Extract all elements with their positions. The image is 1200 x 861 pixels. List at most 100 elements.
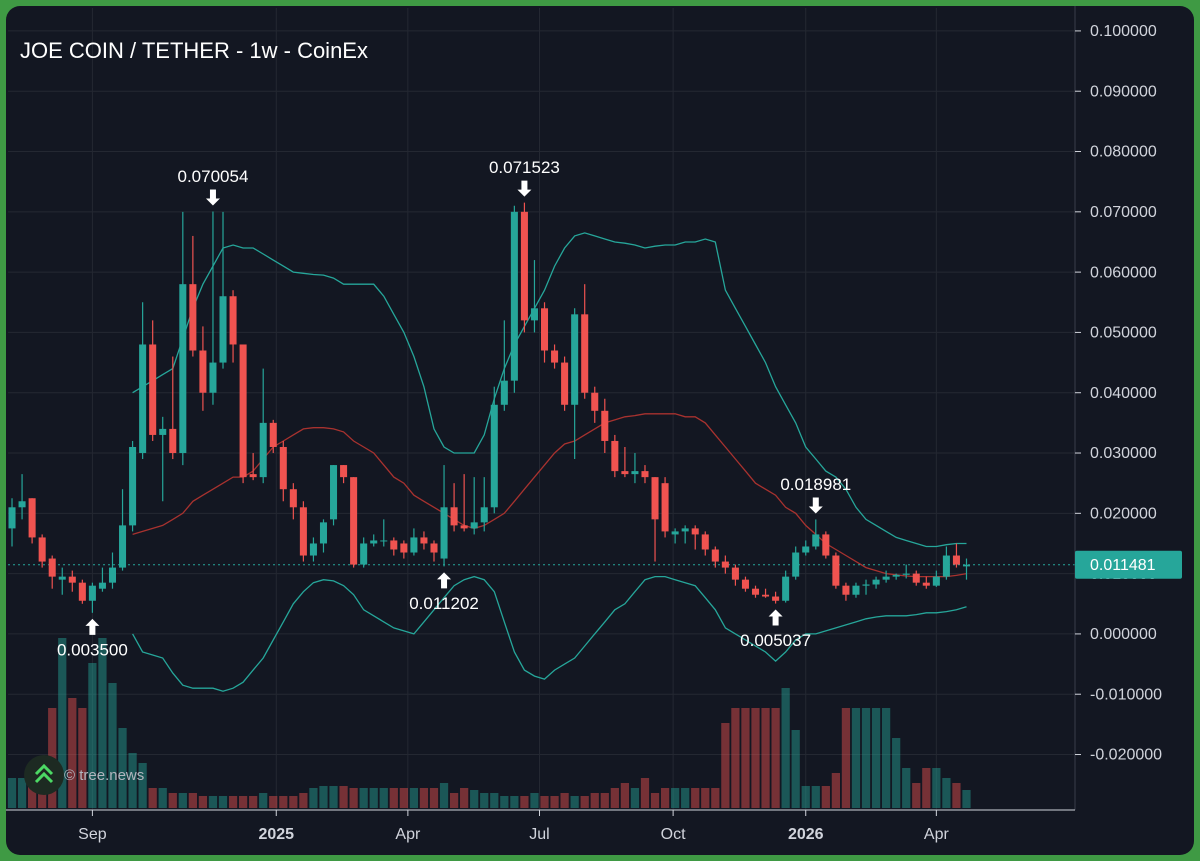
- volume-bar: [38, 788, 47, 808]
- candles: [8, 202, 971, 613]
- volume-bar: [108, 683, 117, 808]
- volume-bar: [540, 796, 549, 808]
- volume-bar: [892, 738, 901, 808]
- annotation-arrow: [85, 618, 100, 635]
- candle-body: [772, 596, 780, 601]
- volume-bar: [650, 793, 660, 808]
- candle-body: [611, 440, 619, 472]
- candle-body: [661, 483, 669, 532]
- axes: 0.100000 0.090000 0.080000 0.070000 0.060000…: [78, 23, 1182, 843]
- chart-title: JOE COIN / TETHER - 1w - CoinEx: [20, 38, 368, 63]
- candle-body: [68, 576, 76, 583]
- volume-bar: [379, 788, 388, 808]
- y-tick-label: -0.010000: [1090, 686, 1162, 703]
- candle-body: [892, 574, 900, 577]
- volume-bar: [801, 786, 810, 808]
- volume-bar: [952, 783, 961, 808]
- volume-bar: [831, 773, 840, 808]
- volume-bar: [399, 788, 408, 808]
- candle-body: [561, 362, 569, 405]
- annotation-arrow: [808, 497, 823, 514]
- volume-bar: [721, 723, 730, 808]
- volume-bar: [359, 788, 368, 808]
- volume-bar: [349, 788, 358, 808]
- volume-bar: [68, 698, 77, 808]
- candle-body: [309, 543, 317, 556]
- volume-bar: [178, 793, 187, 808]
- candle-body: [551, 350, 559, 363]
- volume-bar: [329, 786, 338, 808]
- volume-bar: [841, 708, 851, 808]
- volume-bar: [480, 793, 489, 808]
- candle-body: [28, 498, 36, 538]
- volume-bar: [279, 796, 288, 808]
- candle-body: [129, 446, 137, 526]
- candle-body: [119, 525, 127, 568]
- volume-bar: [98, 638, 107, 808]
- volume-bar: [741, 708, 750, 808]
- volume-bar: [259, 793, 268, 808]
- volume-bar: [369, 788, 378, 808]
- volume-bar: [942, 778, 951, 808]
- volume-bar: [550, 796, 559, 808]
- y-tick-label: 0.020000: [1090, 506, 1157, 523]
- candle-body: [962, 564, 971, 567]
- candle-body: [239, 344, 247, 478]
- grid: [8, 8, 1075, 810]
- volume-bar: [439, 783, 449, 808]
- candle-body: [249, 474, 257, 478]
- candle-body: [731, 567, 739, 580]
- candle-body: [108, 567, 117, 583]
- annotation-label: 0.011202: [409, 594, 479, 613]
- annotation-arrow: [768, 609, 783, 626]
- volume-bar: [570, 796, 579, 808]
- candle-body: [581, 314, 589, 393]
- annotation-label: 0.071523: [489, 158, 560, 177]
- last-price-label: 0.011481: [1090, 557, 1156, 574]
- candle-body: [510, 211, 518, 381]
- candle-body: [430, 543, 438, 553]
- candle-body: [922, 582, 930, 586]
- candle-body: [38, 537, 46, 562]
- volume-bar: [590, 793, 599, 808]
- volume-bar: [500, 796, 509, 808]
- volume-bar: [148, 788, 157, 808]
- volume-bar: [198, 796, 208, 808]
- candle-body: [279, 446, 287, 490]
- volume-bar: [962, 790, 971, 808]
- volume-bar: [660, 788, 670, 808]
- volume-bar: [269, 796, 278, 808]
- volume-bar: [691, 788, 700, 808]
- candle-body: [209, 362, 217, 393]
- candle-body: [179, 284, 187, 454]
- candle-body: [530, 308, 538, 321]
- annotation-arrow: [205, 189, 220, 206]
- volume-bar: [188, 793, 197, 808]
- candle-body: [802, 546, 810, 553]
- candle-body: [480, 507, 488, 523]
- candle-body: [902, 573, 910, 575]
- volume-bar: [238, 796, 248, 808]
- candle-body: [88, 585, 96, 601]
- candle-body: [199, 350, 207, 393]
- y-tick-label: -0.020000: [1090, 747, 1162, 764]
- candle-body: [299, 507, 307, 556]
- volume-bar: [218, 796, 228, 808]
- volume-bar: [460, 788, 469, 808]
- candle-body: [782, 576, 790, 601]
- candle-body: [189, 284, 197, 351]
- volume-bar: [228, 796, 238, 808]
- volume-bar: [640, 778, 650, 808]
- candle-body: [390, 540, 398, 550]
- volume-bar: [851, 708, 861, 808]
- candle-body: [651, 477, 659, 520]
- y-tick-label: 0.090000: [1090, 83, 1157, 100]
- candle-body: [400, 543, 408, 553]
- x-tick-label: Apr: [924, 826, 950, 843]
- candle-body: [942, 555, 950, 577]
- volume-bar: [17, 778, 27, 808]
- candle-body: [48, 558, 56, 577]
- volume-bar: [560, 793, 569, 808]
